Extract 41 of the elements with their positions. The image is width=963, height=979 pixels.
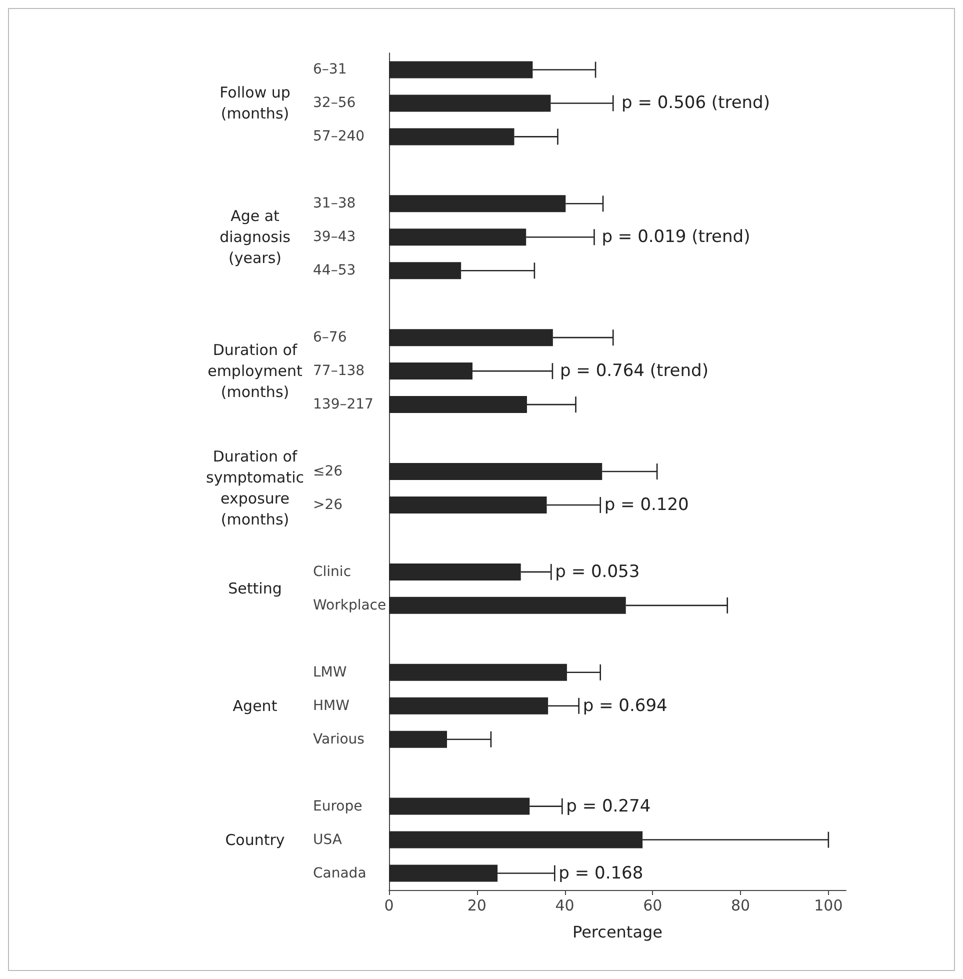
annotation: p = 0.274 (566, 796, 651, 816)
y-tick-label: 32–56 (313, 95, 356, 112)
x-axis-title: Percentage (572, 922, 663, 942)
y-tick-label: 31–38 (313, 196, 356, 212)
text: Setting (228, 580, 282, 598)
y-tick-label: 6–31 (313, 62, 347, 78)
y-tick-label: Clinic (313, 564, 352, 580)
y-tick-label: Europe (313, 798, 362, 814)
annotation: p = 0.053 (555, 562, 640, 582)
annotation: p = 0.506 (trend) (622, 93, 770, 114)
y-tick-label: Canada (313, 865, 366, 882)
y-tick-label: 77–138 (313, 363, 365, 380)
text: Country (225, 830, 285, 849)
text: Duration of symptomatic exposure (months) (206, 448, 304, 529)
x-tick-label: 80 (730, 896, 750, 914)
text: Agent (232, 696, 278, 715)
text: Age at diagnosis (years) (220, 207, 291, 268)
text: Duration of employment (months) (208, 341, 303, 402)
y-tick-label: 6–76 (313, 330, 347, 346)
y-tick-label: Workplace (313, 597, 386, 614)
y-tick-label: Various (313, 731, 364, 748)
y-tick-label: LMW (313, 664, 347, 680)
x-tick-label: 40 (555, 896, 574, 914)
y-tick-label: ≤26 (313, 464, 343, 480)
y-tick-label: >26 (313, 496, 343, 513)
annotation: p = 0.694 (582, 696, 668, 716)
annotation: p = 0.019 (trend) (602, 227, 750, 248)
text: Follow up (months) (220, 84, 290, 123)
x-tick-label: 0 (384, 896, 394, 914)
x-tick-label: 60 (643, 896, 662, 914)
annotation: p = 0.168 (558, 863, 644, 884)
y-tick-label: 57–240 (313, 128, 365, 145)
y-tick-label: 39–43 (313, 229, 356, 246)
y-tick-label: 139–217 (313, 396, 374, 413)
y-tick-label: 44–53 (313, 262, 356, 279)
annotation: p = 0.764 (trend) (560, 361, 708, 382)
x-tick-label: 20 (467, 896, 486, 914)
annotation: p = 0.120 (604, 494, 689, 515)
x-tick-label: 100 (814, 896, 843, 914)
y-tick-label: USA (313, 832, 342, 848)
y-tick-label: HMW (313, 698, 350, 714)
